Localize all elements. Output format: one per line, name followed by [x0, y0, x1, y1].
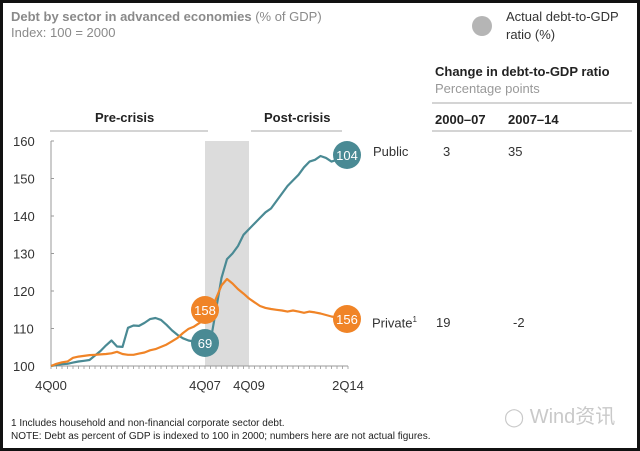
y-tick-label: 120 [13, 284, 35, 299]
y-tick-label: 130 [13, 247, 35, 262]
series-label-private: Private1 [372, 315, 417, 330]
period-bar-post-crisis [251, 130, 342, 132]
y-tick-label: 160 [13, 134, 35, 149]
badge-private-start-circle [191, 296, 219, 324]
badge-public-end-circle [333, 141, 361, 169]
chart-title: Debt by sector in advanced economies (% … [11, 9, 322, 41]
y-tick-label: 140 [13, 209, 35, 224]
legend: Actual debt-to-GDP ratio (%) [472, 8, 632, 48]
divider [432, 130, 632, 132]
x-tick-label: 4Q00 [35, 378, 67, 393]
badge-private-end-circle [333, 305, 361, 333]
period-bar-pre-crisis [50, 130, 208, 132]
change-cell: 19 [436, 315, 451, 330]
badge-public-end-label: 104 [336, 148, 358, 163]
legend-label-line1: Actual debt-to-GDP [506, 9, 619, 24]
series-label-public: Public [373, 144, 409, 159]
x-tick-label: 2Q14 [332, 378, 364, 393]
change-cell: 35 [508, 144, 523, 159]
footnote-marker: 1 [412, 315, 417, 324]
badge-private-start-label: 158 [194, 303, 216, 318]
y-tick-label: 100 [13, 359, 35, 374]
change-table-subtitle: Percentage points [435, 81, 540, 96]
divider [432, 102, 632, 104]
wechat-icon: ◯ [504, 407, 525, 427]
legend-label-line2: ratio (%) [506, 27, 556, 42]
watermark: ◯ Wind资讯 [504, 400, 615, 429]
chart-title-main: Debt by sector in advanced economies [11, 9, 252, 24]
badge-private-end-label: 156 [336, 312, 358, 327]
change-table-title: Change in debt-to-GDP ratio [435, 64, 610, 79]
chart-title-unit: (% of GDP) [255, 9, 322, 24]
change-col-header: 2007–14 [508, 112, 559, 127]
badge-public-start-label: 69 [198, 336, 212, 351]
footnote-note: NOTE: Debt as percent of GDP is indexed … [11, 431, 431, 442]
period-label-post-crisis: Post-crisis [264, 110, 331, 125]
legend-label: Actual debt-to-GDP ratio (%) [506, 8, 636, 44]
watermark-text: Wind资讯 [529, 406, 616, 428]
change-cell: 3 [443, 144, 451, 159]
badge-public-start-circle [191, 329, 219, 357]
change-cell: -2 [513, 315, 525, 330]
x-tick-label: 4Q07 [189, 378, 221, 393]
chart-subtitle: Index: 100 = 2000 [11, 25, 116, 40]
period-label-pre-crisis: Pre-crisis [95, 110, 155, 125]
footnote-1: 1 Includes household and non-financial c… [11, 418, 285, 429]
y-tick-label: 150 [13, 172, 35, 187]
series-line-private [50, 277, 349, 368]
legend-dot-icon [472, 16, 492, 36]
change-col-header: 2000–07 [435, 112, 486, 127]
x-tick-label: 4Q09 [233, 378, 265, 393]
y-tick-label: 110 [13, 322, 34, 337]
series-label-private-text: Private [372, 315, 413, 331]
